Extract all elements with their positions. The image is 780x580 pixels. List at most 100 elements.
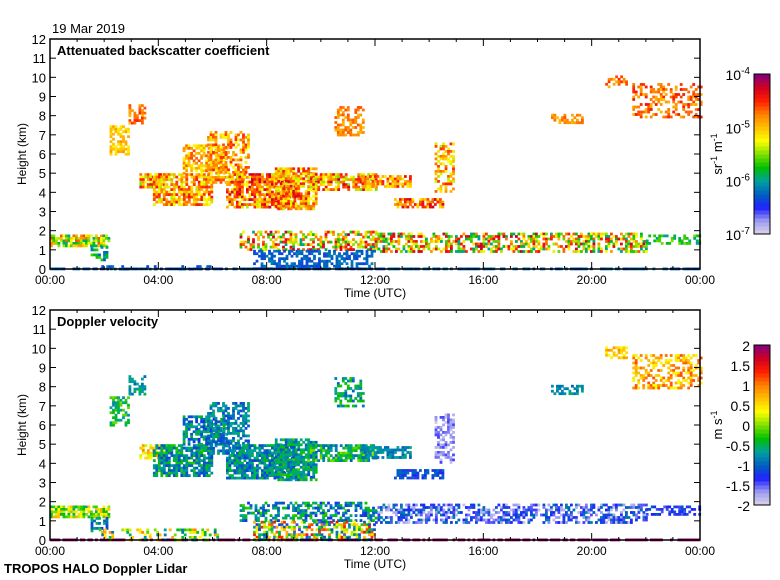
data-cell [77,237,81,240]
data-cell [214,178,218,182]
data-cell [341,128,345,132]
data-cell [95,256,99,259]
data-cell [258,466,262,470]
data-cell [231,469,234,472]
data-cell [364,230,368,234]
data-cell [627,250,631,253]
data-cell [324,233,328,236]
data-cell [195,459,199,462]
data-cell [157,454,161,457]
data-cell [329,230,333,234]
data-cell [157,459,161,462]
data-cell [122,147,125,151]
data-cell [289,450,293,454]
data-cell [136,387,139,391]
data-cell [162,190,166,194]
data-cell [697,98,701,101]
data-cell [141,104,144,107]
data-cell [282,453,286,457]
data-cell [605,240,608,243]
data-cell [238,173,242,176]
data-cell [337,238,340,241]
data-cell [114,416,118,420]
data-cell [477,242,481,246]
data-cell [236,454,239,457]
data-cell [345,249,349,253]
data-cell [346,113,350,117]
data-cell [289,240,293,244]
data-cell [236,476,239,480]
data-cell [243,173,247,176]
data-cell [263,264,266,268]
data-cell [317,188,321,191]
data-cell [141,444,145,447]
data-cell [128,377,132,381]
data-cell [262,245,265,249]
data-cell [652,95,656,99]
data-cell [447,237,451,241]
data-cell [431,200,435,204]
data-cell [297,167,301,171]
data-cell [547,247,551,251]
data-cell [182,200,186,204]
data-cell [209,168,213,172]
data-cell [187,190,191,194]
data-cell [220,422,223,426]
data-cell [251,185,254,189]
data-cell [157,175,161,179]
data-cell [202,144,206,148]
data-cell [450,247,453,251]
data-cell [187,425,191,429]
data-cell [432,240,436,243]
data-cell [152,203,156,206]
data-cell [133,382,137,386]
data-cell [209,158,213,162]
data-cell [289,463,293,467]
data-cell [642,93,646,96]
data-cell [339,106,343,109]
data-cell [517,237,521,241]
data-cell [103,253,106,257]
data-cell [243,198,247,201]
data-cell [660,242,664,245]
data-cell [412,240,416,243]
data-cell [299,475,303,479]
data-cell [532,235,536,238]
data-cell [241,178,244,181]
data-cell [185,169,188,173]
data-cell [243,183,247,186]
data-cell [60,237,63,240]
data-cell [182,159,186,163]
data-cell [465,235,468,238]
colorbar-segment [754,174,770,179]
data-cell [266,180,269,184]
data-cell [575,232,578,236]
data-cell [266,449,269,452]
data-cell [190,166,193,170]
data-cell [485,237,488,241]
data-cell [222,447,225,450]
data-cell [372,235,375,239]
data-cell [292,473,296,477]
data-cell [302,243,305,246]
data-cell [247,404,250,408]
data-cell [449,172,453,176]
data-cell [492,245,496,248]
data-cell [672,100,676,104]
data-cell [217,178,220,182]
data-cell [532,232,536,236]
data-cell [354,185,358,189]
data-cell [284,440,288,444]
data-cell [252,240,255,244]
data-cell [222,404,225,408]
data-cell [314,478,318,482]
data-cell [299,243,303,246]
data-cell [333,249,336,253]
data-cell [462,232,466,236]
data-cell [215,151,218,155]
data-cell [337,233,340,236]
data-cell [210,200,214,204]
data-cell [241,180,244,184]
data-cell [381,175,385,178]
data-cell [297,478,301,482]
